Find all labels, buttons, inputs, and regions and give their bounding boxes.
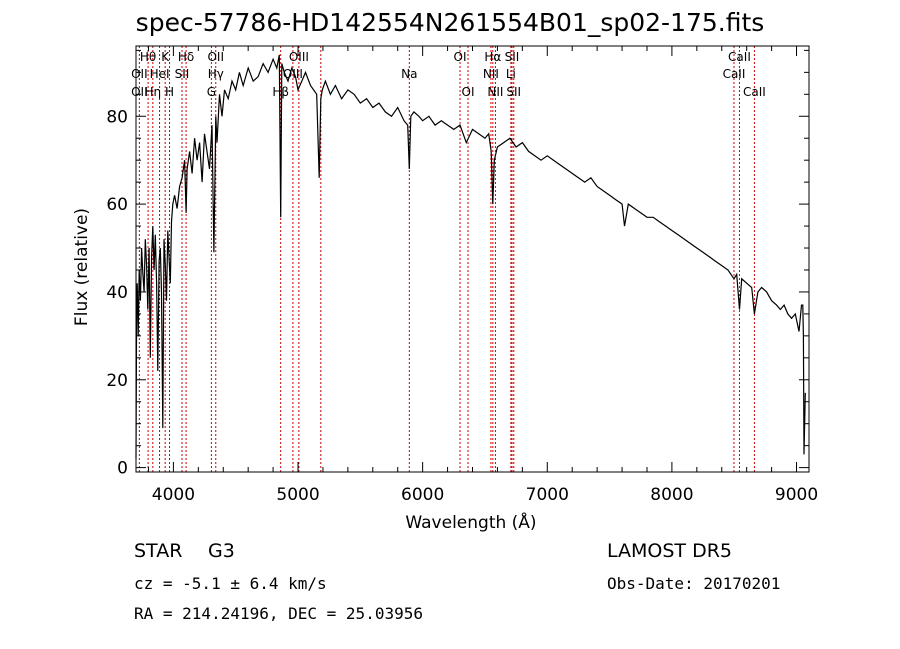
line-label: OII — [131, 85, 148, 99]
line-label: OII — [131, 67, 148, 81]
x-tick-label: 9000 — [775, 485, 818, 505]
x-tick-label: 6000 — [401, 485, 444, 505]
plot-frame — [135, 45, 810, 473]
x-tick-label: 4000 — [152, 485, 195, 505]
line-label: Hβ — [272, 85, 289, 99]
y-tick-label: 0 — [117, 459, 128, 479]
line-label: OIII — [289, 50, 309, 64]
line-label: K — [161, 50, 170, 64]
survey-name: LAMOST DR5 — [607, 540, 732, 562]
line-label: OI — [454, 50, 467, 64]
line-label: NII — [483, 67, 499, 81]
y-tick-label: 20 — [106, 371, 128, 391]
line-label: HeI — [150, 67, 170, 81]
object-class: STAR — [134, 540, 183, 562]
spectral-subclass: G3 — [208, 540, 235, 562]
line-label: CaII — [728, 50, 751, 64]
line-label: CaII — [743, 85, 766, 99]
line-label: Na — [401, 67, 417, 81]
line-label: OII — [207, 50, 224, 64]
chart-title: spec-57786-HD142554N261554B01_sp02-175.f… — [135, 8, 765, 37]
line-label: CaII — [723, 67, 746, 81]
line-label: Li — [506, 67, 516, 81]
line-markers — [138, 46, 755, 472]
line-label: OIII — [283, 67, 303, 81]
spectrum-line — [135, 54, 806, 459]
line-label: SII — [175, 67, 190, 81]
line-label: G — [207, 85, 216, 99]
y-tick-label: 40 — [106, 283, 128, 303]
redshift-info: cz = -5.1 ± 6.4 km/s — [134, 574, 327, 593]
x-axis-label: Wavelength (Å) — [405, 511, 536, 533]
coordinates: RA = 214.24196, DEC = 25.03956 — [134, 604, 423, 623]
line-label: SII — [506, 85, 521, 99]
x-tick-label: 8000 — [650, 485, 693, 505]
observation-date: Obs-Date: 20170201 — [607, 574, 781, 593]
line-label: Hδ — [178, 50, 194, 64]
line-label: Hα — [484, 50, 501, 64]
x-tick-label: 5000 — [276, 485, 319, 505]
line-label: OI — [462, 85, 475, 99]
line-label: Hη — [145, 85, 162, 99]
line-label: SII — [505, 50, 520, 64]
y-tick-label: 60 — [106, 195, 128, 215]
line-label: Hγ — [208, 67, 224, 81]
line-label: NII — [487, 85, 503, 99]
axis-ticks: 4000 5000 6000 7000 8000 9000 0 20 40 60 80 — [106, 46, 818, 505]
x-tick-label: 7000 — [526, 485, 569, 505]
line-label: Hθ — [140, 50, 156, 64]
y-tick-label: 80 — [106, 107, 128, 127]
y-axis-label: Flux (relative) — [72, 208, 92, 326]
line-label: H — [165, 85, 174, 99]
